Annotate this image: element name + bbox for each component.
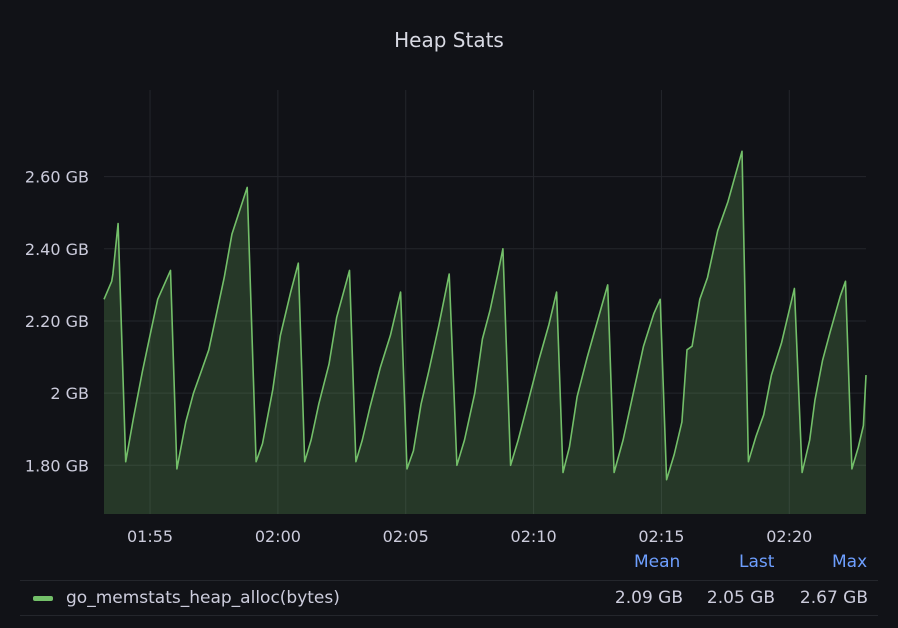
legend-header-max[interactable]: Max [832, 552, 868, 572]
x-tick-label: 02:20 [766, 527, 812, 546]
panel-title: Heap Stats [394, 28, 504, 52]
legend-row[interactable]: go_memstats_heap_alloc(bytes) 2.09 GB 2.… [20, 580, 878, 616]
chart-grid [104, 90, 866, 514]
heap-stats-chart: 1.80 GB 2 GB 2.20 GB 2.40 GB 2.60 GB 01:55 02… [25, 90, 867, 546]
x-tick-label: 02:15 [638, 527, 684, 546]
x-tick-label: 02:10 [511, 527, 557, 546]
y-axis: 1.80 GB 2 GB 2.20 GB 2.40 GB 2.60 GB [25, 168, 89, 476]
y-tick-label: 1.80 GB [25, 456, 89, 475]
y-tick-label: 2 GB [50, 384, 89, 403]
legend-header-last[interactable]: Last [739, 552, 775, 572]
series-line [103, 150, 867, 481]
series-color-swatch[interactable] [33, 596, 53, 601]
x-tick-label: 01:55 [127, 527, 173, 546]
legend-header-mean[interactable]: Mean [634, 552, 681, 572]
y-tick-label: 2.40 GB [25, 240, 89, 259]
legend-max-value: 2.67 GB [799, 588, 868, 608]
legend-mean-value: 2.09 GB [614, 588, 683, 608]
legend-last-value: 2.05 GB [706, 588, 775, 608]
x-tick-label: 02:05 [383, 527, 429, 546]
y-tick-label: 2.20 GB [25, 312, 89, 331]
y-tick-label: 2.60 GB [25, 168, 89, 187]
plot-area [103, 150, 867, 515]
x-tick-label: 02:00 [255, 527, 301, 546]
series-area-fill [104, 151, 866, 515]
x-axis: 01:55 02:00 02:05 02:10 02:15 02:20 [127, 527, 812, 546]
legend-series-name[interactable]: go_memstats_heap_alloc(bytes) [66, 588, 340, 608]
